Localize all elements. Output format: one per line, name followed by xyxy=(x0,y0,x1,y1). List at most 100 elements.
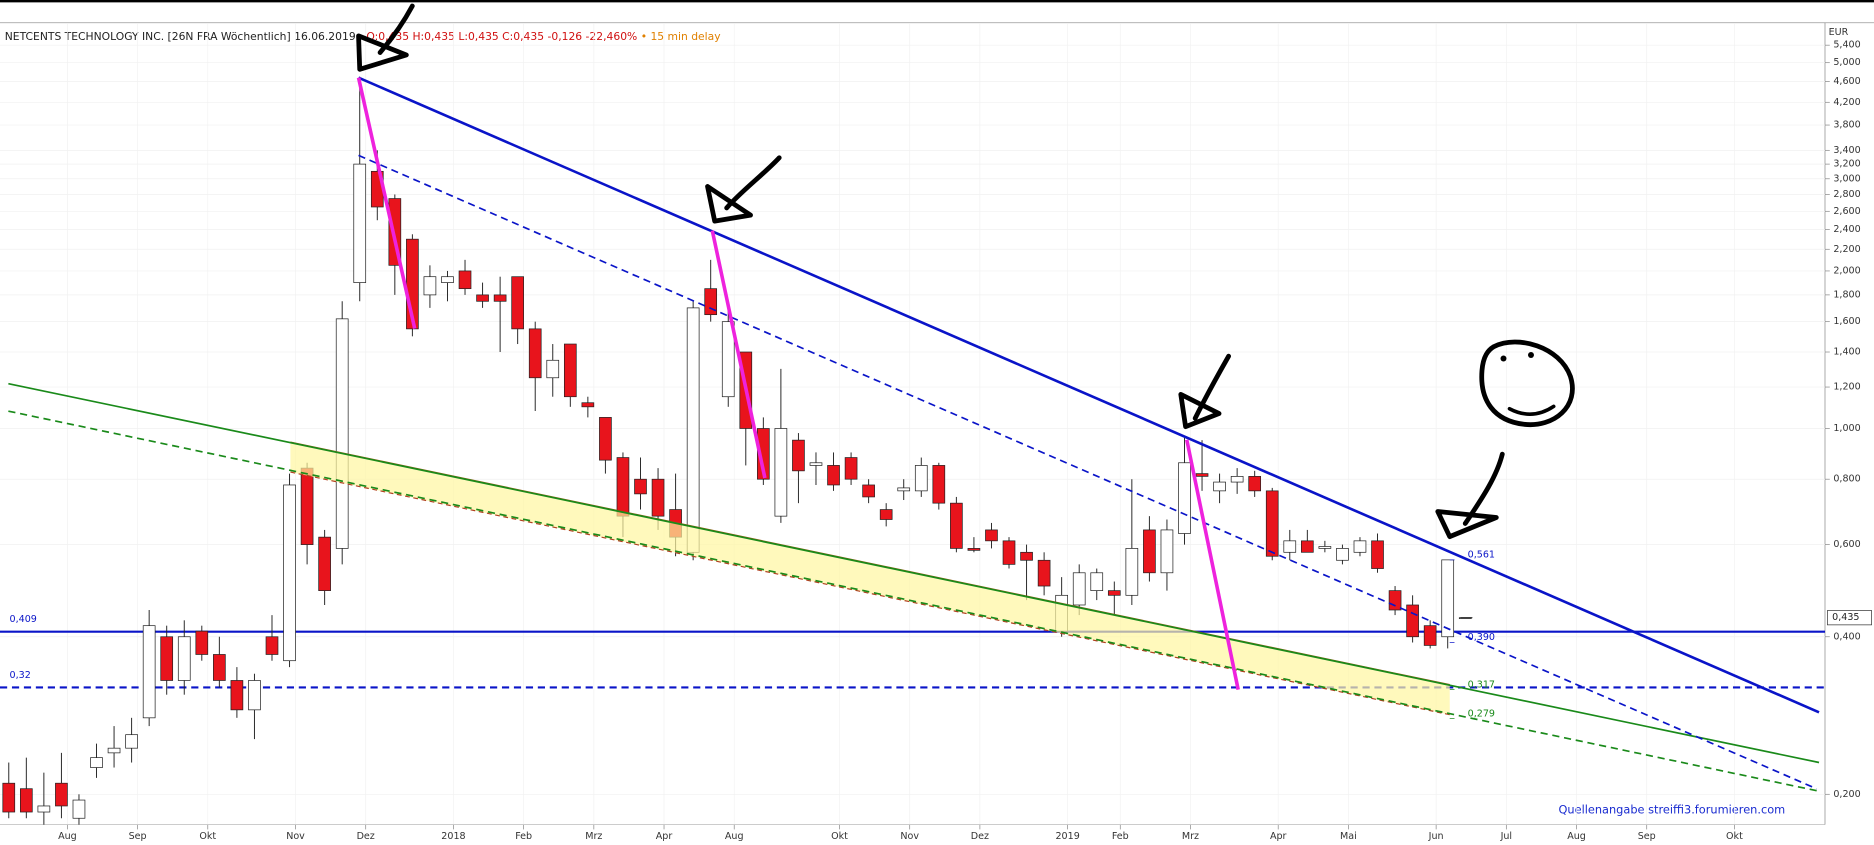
green-trendline xyxy=(8,382,1820,764)
candle-body xyxy=(511,276,524,330)
y-tick-label: 1,800 xyxy=(1833,289,1860,300)
candle-body xyxy=(686,307,700,553)
candle-body xyxy=(757,428,770,480)
candle-body xyxy=(107,747,121,754)
last-price-label: 0,435 xyxy=(1832,612,1859,623)
candle-body xyxy=(1178,462,1191,534)
candle-body xyxy=(879,509,893,520)
x-tick-label: Sep xyxy=(129,831,147,842)
candle-body xyxy=(1090,572,1104,591)
candle-body xyxy=(1002,540,1016,565)
candle-body xyxy=(827,465,840,486)
magenta-line xyxy=(356,77,417,330)
candle-body xyxy=(792,439,805,472)
candle-body xyxy=(1388,590,1402,611)
candle-body xyxy=(932,465,946,504)
candle-body xyxy=(1353,540,1367,553)
y-tick-label: 2,600 xyxy=(1833,206,1860,217)
candle-body xyxy=(1318,546,1332,549)
candle-body xyxy=(283,484,296,662)
x-tick-label: Aug xyxy=(725,831,744,842)
candle-body xyxy=(2,782,16,813)
channel-band xyxy=(290,442,1450,715)
x-tick-label: 2018 xyxy=(441,831,465,842)
hand-arrow xyxy=(1178,353,1232,430)
blue-trendline xyxy=(358,76,1820,714)
header-title: NETCENTS TECHNOLOGY INC. [26N FRA Wöchen… xyxy=(5,30,367,43)
x-tick-label: Aug xyxy=(58,831,77,842)
candle-body xyxy=(897,487,911,492)
candle-body xyxy=(423,276,437,296)
candle-body xyxy=(300,467,314,545)
candle-body xyxy=(844,457,858,480)
candle-body xyxy=(1072,572,1086,606)
candle-body xyxy=(125,734,138,749)
candle-body xyxy=(248,680,261,711)
y-tick-label: 3,000 xyxy=(1833,173,1860,184)
source-note: Quellenangabe streiffi3.forumieren.com xyxy=(1558,802,1785,816)
candle-body xyxy=(1423,625,1437,646)
x-tick-label: Feb xyxy=(1112,831,1129,842)
candle-body xyxy=(1213,481,1226,492)
candle-body xyxy=(950,502,963,549)
hand-arrow xyxy=(705,155,782,224)
x-tick-label: Dez xyxy=(357,831,375,842)
smiley-face xyxy=(1479,339,1575,428)
candle-body xyxy=(72,799,86,819)
candle-body xyxy=(581,402,595,408)
x-tick-label: Apr xyxy=(1270,831,1287,842)
y-tick-label: 4,600 xyxy=(1833,76,1860,87)
candle-body xyxy=(721,321,735,398)
header-quote: O:0,435 H:0,435 L:0,435 C:0,435 -0,126 -… xyxy=(366,30,640,43)
x-tick-label: Mrz xyxy=(585,831,602,842)
x-tick-label: Jul xyxy=(1500,831,1513,842)
candle-body xyxy=(1336,548,1349,561)
y-tick-label: 1,200 xyxy=(1833,382,1860,393)
x-tick-label: Nov xyxy=(286,831,305,842)
header-delay: • 15 min delay xyxy=(641,30,722,43)
candle-body xyxy=(213,654,226,681)
candle-body xyxy=(967,548,981,551)
smiley-mouth xyxy=(1507,404,1556,416)
candle-body xyxy=(599,417,612,461)
candle-body xyxy=(493,294,507,302)
candle-body xyxy=(1143,529,1156,574)
candle-body xyxy=(774,428,788,517)
candle-body xyxy=(1283,540,1297,553)
x-tick-label: Mai xyxy=(1340,831,1357,842)
y-tick-label: 1,000 xyxy=(1833,423,1860,434)
y-tick-label: 2,400 xyxy=(1833,224,1860,235)
x-tick-label: Sep xyxy=(1638,831,1656,842)
candle-body xyxy=(914,465,928,492)
candle-body xyxy=(55,782,68,807)
y-tick-label: 2,200 xyxy=(1833,244,1860,255)
candle-body xyxy=(195,630,209,655)
x-tick-label: Feb xyxy=(515,831,532,842)
marks: 5,400 5,000 4,600 4,200 3,800 3,400 3,200 3,000… xyxy=(0,23,1872,842)
candle-body xyxy=(1248,476,1262,492)
price-label: 0,561 xyxy=(1468,550,1495,561)
y-tick-label: 4,200 xyxy=(1833,97,1860,108)
candle-body xyxy=(1195,473,1209,477)
magenta-line xyxy=(1185,439,1240,690)
x-tick-label: Nov xyxy=(900,831,919,842)
candle-body xyxy=(458,270,472,290)
candle-body xyxy=(704,288,718,316)
y-tick-label: 3,800 xyxy=(1833,120,1860,131)
y-tick-label: 0,800 xyxy=(1833,474,1860,485)
candle-body xyxy=(19,788,33,813)
green-dashed-trendline xyxy=(8,410,1820,793)
candle-body xyxy=(441,276,454,283)
x-tick-label: Jun xyxy=(1428,831,1444,842)
magenta-line xyxy=(710,230,767,479)
candle-body xyxy=(160,636,174,681)
price-label: 0,317 xyxy=(1468,679,1495,690)
candle-body xyxy=(90,757,103,768)
candle-body xyxy=(1406,604,1419,638)
price-label: 0,279 xyxy=(1468,708,1495,719)
level-label: 0,32 xyxy=(10,670,31,681)
candle-body xyxy=(142,625,156,719)
